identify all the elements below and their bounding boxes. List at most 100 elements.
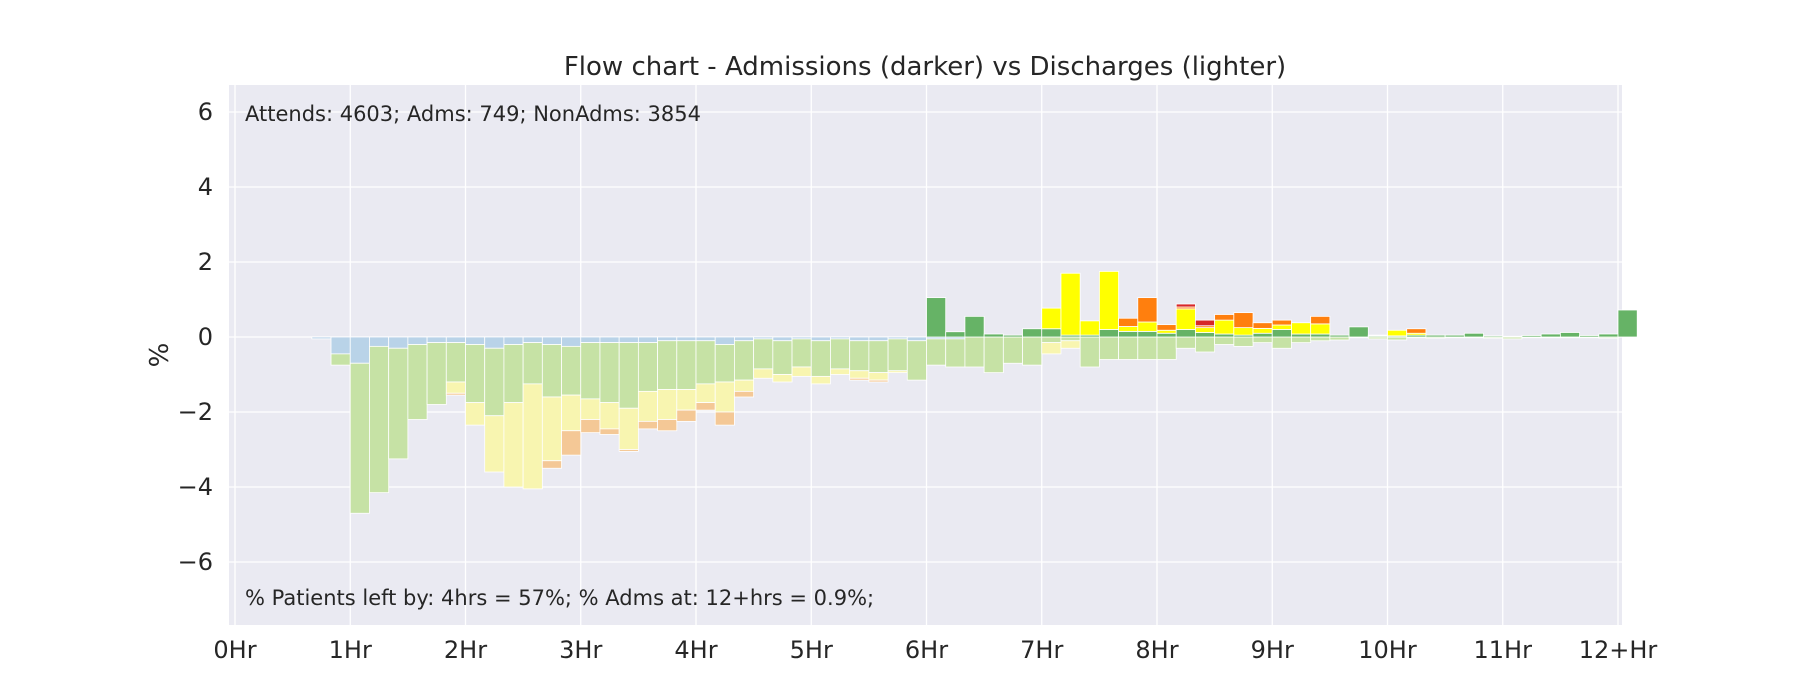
- admission-bar-orange: [1156, 324, 1177, 331]
- y-tick-label: −6: [178, 548, 213, 576]
- x-tick-label: 1Hr: [329, 636, 372, 664]
- admission-bar-green: [1137, 330, 1158, 338]
- discharge-bar-green: [1387, 336, 1408, 341]
- admission-bar-green: [1425, 334, 1446, 338]
- discharge-bar-orange: [868, 379, 889, 383]
- admission-bar-orange: [1406, 328, 1427, 334]
- admission-bar-green: [1022, 328, 1043, 338]
- discharge-bar-blue: [657, 336, 678, 342]
- discharge-bar-green: [983, 336, 1004, 374]
- x-tick-label: 12+Hr: [1579, 636, 1658, 664]
- admission-bar-green: [1252, 332, 1273, 338]
- x-tick-label: 0Hr: [213, 636, 256, 664]
- admission-bar-green: [1521, 335, 1542, 338]
- discharge-bar-blue: [311, 336, 332, 340]
- admission-bar-yellow: [1118, 326, 1139, 332]
- discharge-bar-blue: [445, 336, 466, 344]
- discharge-bar-yellow: [753, 368, 774, 379]
- discharge-bar-blue: [484, 336, 505, 349]
- discharge-bar-blue: [369, 336, 390, 347]
- discharge-bar-yellow: [580, 398, 601, 420]
- discharge-bar-green: [1079, 336, 1100, 368]
- x-tick-label: 11Hr: [1474, 636, 1533, 664]
- x-tick-label: 8Hr: [1135, 636, 1178, 664]
- admission-bar-green: [1291, 333, 1312, 338]
- admission-bar-orange: [1271, 319, 1292, 326]
- admission-bar-orange: [1137, 297, 1158, 323]
- admission-bar-yellow: [1137, 321, 1158, 332]
- y-tick-label: 0: [198, 323, 213, 351]
- discharge-bar-blue: [426, 336, 447, 344]
- x-tick-label: 7Hr: [1020, 636, 1063, 664]
- discharge-bar-green: [1002, 336, 1023, 364]
- discharge-bar-green: [1233, 336, 1254, 347]
- discharge-bar-green: [1195, 336, 1216, 353]
- discharge-bar-green: [1252, 336, 1273, 344]
- discharge-bar-green: [695, 340, 716, 385]
- admission-bar-yellow: [1233, 327, 1254, 336]
- discharge-bar-blue: [503, 336, 524, 345]
- discharge-bar-blue: [465, 336, 486, 345]
- discharge-bar-yellow: [618, 407, 639, 450]
- admission-bar-green: [1098, 329, 1119, 338]
- discharge-bar-blue: [618, 336, 639, 344]
- discharge-bar-yellow: [1041, 342, 1062, 355]
- admission-bar-green: [1617, 309, 1638, 338]
- admission-bar-yellow: [1156, 329, 1177, 334]
- discharge-bar-orange: [618, 449, 639, 452]
- admission-bar-red: [1195, 319, 1216, 327]
- discharge-bar-orange: [657, 419, 678, 432]
- discharge-bar-green: [388, 347, 409, 460]
- discharge-bar-orange: [676, 409, 697, 422]
- discharge-bar-yellow: [830, 368, 851, 375]
- admission-bar-green: [1002, 334, 1023, 338]
- y-tick-label: 2: [198, 248, 213, 276]
- discharge-bar-green: [830, 338, 851, 370]
- x-tick-label: 5Hr: [790, 636, 833, 664]
- admission-bar-green: [1175, 329, 1196, 338]
- admission-bar-yellow: [1175, 308, 1196, 330]
- discharge-bar-green: [657, 340, 678, 390]
- admission-bar-green: [1540, 333, 1561, 338]
- discharge-bar-blue: [810, 336, 831, 342]
- discharge-bar-orange: [637, 420, 658, 430]
- x-tick-label: 10Hr: [1358, 636, 1417, 664]
- discharge-bar-orange: [734, 390, 755, 398]
- admission-bar-yellow: [1060, 272, 1081, 336]
- discharge-bar-blue: [330, 336, 351, 355]
- admission-bar-yellow: [1271, 324, 1292, 330]
- admission-bar-green: [1195, 332, 1216, 338]
- discharge-bar-green: [1041, 336, 1062, 344]
- discharge-bar-green: [503, 344, 524, 404]
- discharge-bar-green: [637, 342, 658, 392]
- discharge-bar-yellow: [849, 370, 870, 379]
- admission-bar-green: [1483, 335, 1504, 338]
- discharge-bar-green: [522, 342, 543, 385]
- discharge-bar-green: [407, 344, 428, 420]
- x-tick-label: 6Hr: [905, 636, 948, 664]
- discharge-bar-yellow: [541, 396, 562, 462]
- admission-bar-green: [983, 333, 1004, 338]
- admission-bar-orange: [1214, 314, 1235, 321]
- discharge-bar-blue: [580, 336, 601, 344]
- discharge-bar-green: [964, 336, 985, 368]
- discharge-bar-yellow: [887, 370, 908, 374]
- admission-bar-yellow: [1252, 327, 1273, 334]
- discharge-bar-yellow: [445, 381, 466, 394]
- discharge-bar-orange: [695, 402, 716, 411]
- discharge-bar-green: [599, 342, 620, 404]
- discharge-bar-green: [868, 340, 889, 374]
- x-tick-label: 9Hr: [1251, 636, 1294, 664]
- discharge-bar-green: [426, 342, 447, 405]
- discharge-bar-blue: [868, 336, 889, 342]
- x-tick-label: 4Hr: [674, 636, 717, 664]
- discharge-bar-green: [330, 353, 351, 366]
- admission-bar-green: [1156, 332, 1177, 338]
- discharge-bar-green: [1118, 336, 1139, 360]
- discharge-bar-green: [580, 342, 601, 400]
- admission-bar-yellow: [1367, 334, 1388, 337]
- admission-bar-yellow: [1214, 319, 1235, 335]
- discharge-bar-yellow: [714, 381, 735, 413]
- admission-bar-green: [1118, 330, 1139, 338]
- discharge-bar-green: [369, 345, 390, 494]
